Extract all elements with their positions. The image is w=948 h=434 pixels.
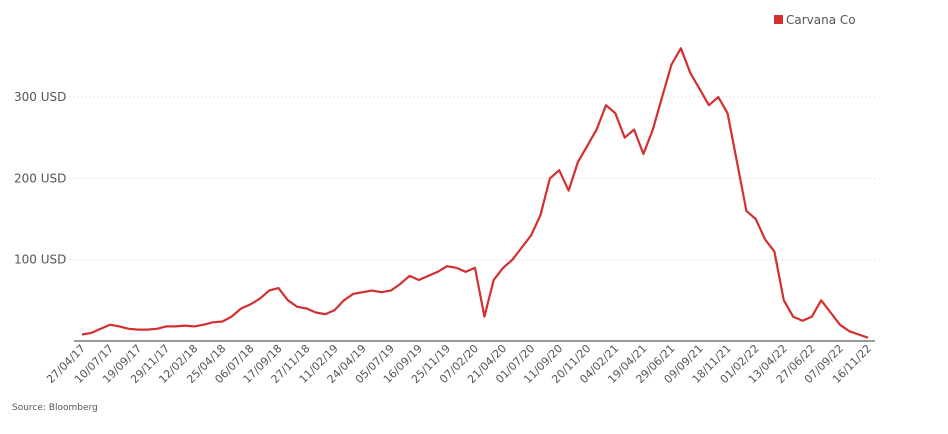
- y-tick-label: 300 USD: [14, 90, 66, 104]
- y-tick-label: 100 USD: [14, 253, 66, 267]
- price-line: [81, 47, 869, 339]
- y-tick-label: 200 USD: [14, 171, 66, 185]
- source-note: Source: Bloomberg: [12, 403, 98, 413]
- legend-swatch: [774, 15, 783, 24]
- legend-label: Carvana Co: [786, 13, 856, 27]
